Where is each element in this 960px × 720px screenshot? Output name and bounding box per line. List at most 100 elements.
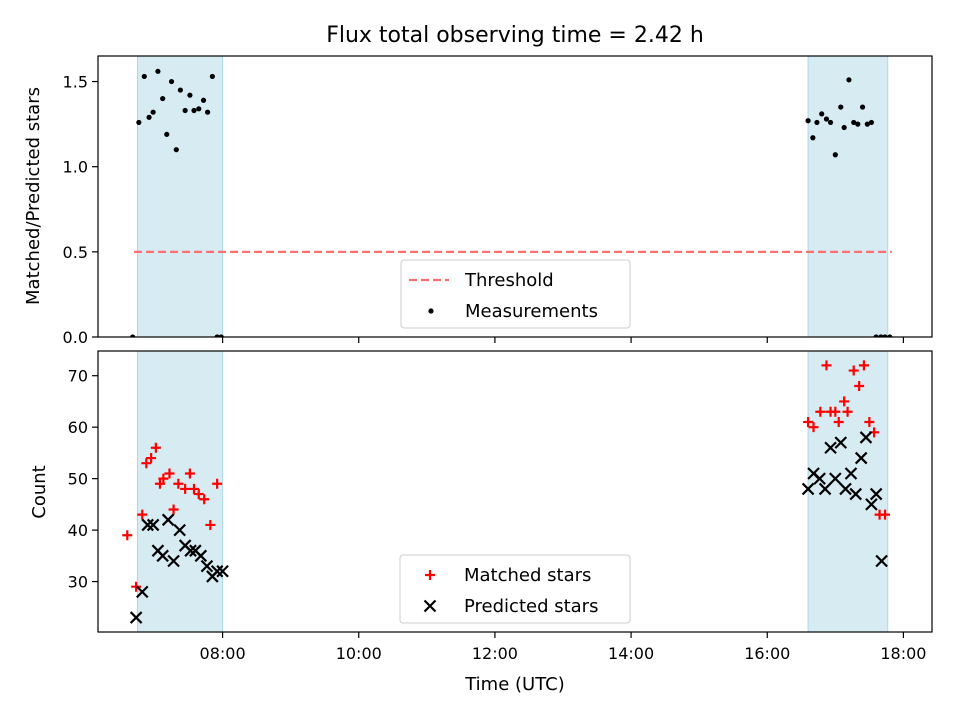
- bottom-y-tick-label: 60: [68, 418, 88, 437]
- chart-title: Flux total observing time = 2.42 h: [326, 23, 704, 48]
- matched-star-point: [137, 509, 148, 520]
- top-legend-box: [400, 259, 631, 329]
- measurement-point: [823, 116, 830, 122]
- top-observing-window-1: [807, 55, 889, 338]
- top-y-tick-label: 0.0: [63, 328, 88, 347]
- matched-star-point: [880, 509, 891, 520]
- measurement-point: [141, 73, 147, 80]
- matched-star-point: [803, 417, 814, 428]
- predicted-star-point: [200, 559, 214, 573]
- predicted-star-point: [854, 451, 868, 465]
- bottom-y-tick-label: 30: [68, 573, 88, 592]
- matched-star-point: [164, 468, 175, 479]
- measurement-point: [209, 73, 215, 80]
- measurement-point: [859, 104, 866, 110]
- x-tick-label: 08:00: [200, 644, 246, 663]
- measurement-point: [878, 334, 884, 337]
- measurement-point: [136, 119, 142, 126]
- measurement-point: [887, 334, 893, 337]
- predicted-star-point: [135, 585, 149, 599]
- matched-star-point: [180, 483, 191, 494]
- predicted-star-point: [824, 441, 837, 455]
- bottom-y-axis-label: Count: [29, 465, 50, 518]
- measurement-point: [187, 92, 193, 98]
- measurement-point: [873, 334, 879, 337]
- matched-star-point: [154, 478, 165, 489]
- predicted-star-point: [194, 549, 208, 563]
- bottom-axes-frame: [97, 350, 933, 633]
- matched-star-point: [830, 406, 841, 417]
- predicted-star-point: [210, 564, 224, 578]
- matched-star-point: [141, 458, 152, 469]
- matched-star-point: [193, 489, 204, 500]
- matched-star-point: [839, 396, 850, 407]
- x-tick-label: 14:00: [608, 644, 654, 663]
- legend-matched-swatch: [425, 570, 435, 580]
- measurement-point: [155, 68, 161, 74]
- measurement-point: [814, 119, 820, 126]
- predicted-star-point: [146, 518, 160, 532]
- measurement-point: [841, 124, 847, 131]
- measurement-point: [205, 109, 211, 115]
- matched-star-point: [858, 360, 869, 371]
- measurement-point: [218, 334, 224, 337]
- matched-star-point: [815, 406, 826, 417]
- predicted-star-point: [818, 482, 832, 496]
- bottom-legend-label: Matched stars: [464, 565, 591, 586]
- matched-star-point: [833, 417, 844, 428]
- measurement-point: [868, 119, 875, 126]
- bottom-y-tick-label: 70: [68, 367, 88, 386]
- x-axis-label: Time (UTC): [464, 674, 565, 695]
- measurement-point: [838, 104, 844, 110]
- predicted-star-point: [839, 482, 852, 496]
- top-plot-area: [130, 68, 893, 337]
- top-legend-label: Threshold: [464, 270, 554, 291]
- predicted-star-point: [156, 549, 169, 563]
- matched-star-point: [212, 478, 223, 489]
- predicted-star-point: [869, 487, 883, 501]
- top-observing-window-0: [136, 55, 224, 338]
- matched-star-point: [168, 504, 179, 515]
- x-tick-label: 10:00: [336, 644, 382, 663]
- matched-star-point: [150, 442, 161, 453]
- measurement-point: [882, 334, 888, 337]
- predicted-star-point: [865, 498, 878, 511]
- legend-predicted-swatch: [423, 599, 437, 613]
- predicted-star-point: [129, 611, 143, 624]
- measurement-point: [864, 121, 870, 127]
- top-panel: 0.0 0.5 1.0 1.5 Threshold Measurements: [63, 55, 933, 347]
- matched-star-point: [188, 483, 199, 494]
- matched-star-point: [184, 468, 195, 479]
- measurement-point: [130, 334, 136, 337]
- measurement-point: [846, 77, 852, 83]
- measurement-point: [196, 106, 202, 112]
- top-legend: Threshold Measurements: [400, 259, 631, 329]
- top-axes-frame: [97, 55, 933, 338]
- x-tick-label: 18:00: [880, 644, 926, 663]
- predicted-star-point: [173, 523, 186, 537]
- bottom-panel: 30 40 50 60 70 08:00 10:00 12:00 14:00 16:00 18:00…: [68, 350, 933, 663]
- matched-star-point: [122, 530, 133, 541]
- measurement-point: [214, 334, 220, 337]
- matched-star-point: [199, 494, 210, 505]
- predicted-star-point: [184, 544, 197, 557]
- matched-star-point: [854, 380, 865, 391]
- measurement-point: [805, 118, 811, 124]
- predicted-star-point: [801, 482, 815, 496]
- measurement-point: [177, 87, 183, 93]
- measurement-point: [160, 95, 166, 102]
- matched-star-point: [205, 519, 216, 530]
- measurement-point: [827, 119, 834, 126]
- matched-star-point: [821, 360, 832, 371]
- bottom-legend-box: [399, 554, 631, 624]
- predicted-star-point: [849, 487, 863, 501]
- bottom-y-tick-label: 50: [68, 470, 88, 489]
- measurement-point: [810, 135, 816, 141]
- predicted-star-point: [141, 518, 154, 532]
- predicted-star-point: [844, 467, 858, 480]
- matched-star-point: [131, 581, 142, 592]
- measurement-point: [182, 107, 188, 114]
- measurement-point: [832, 152, 838, 158]
- measurement-point: [150, 109, 156, 115]
